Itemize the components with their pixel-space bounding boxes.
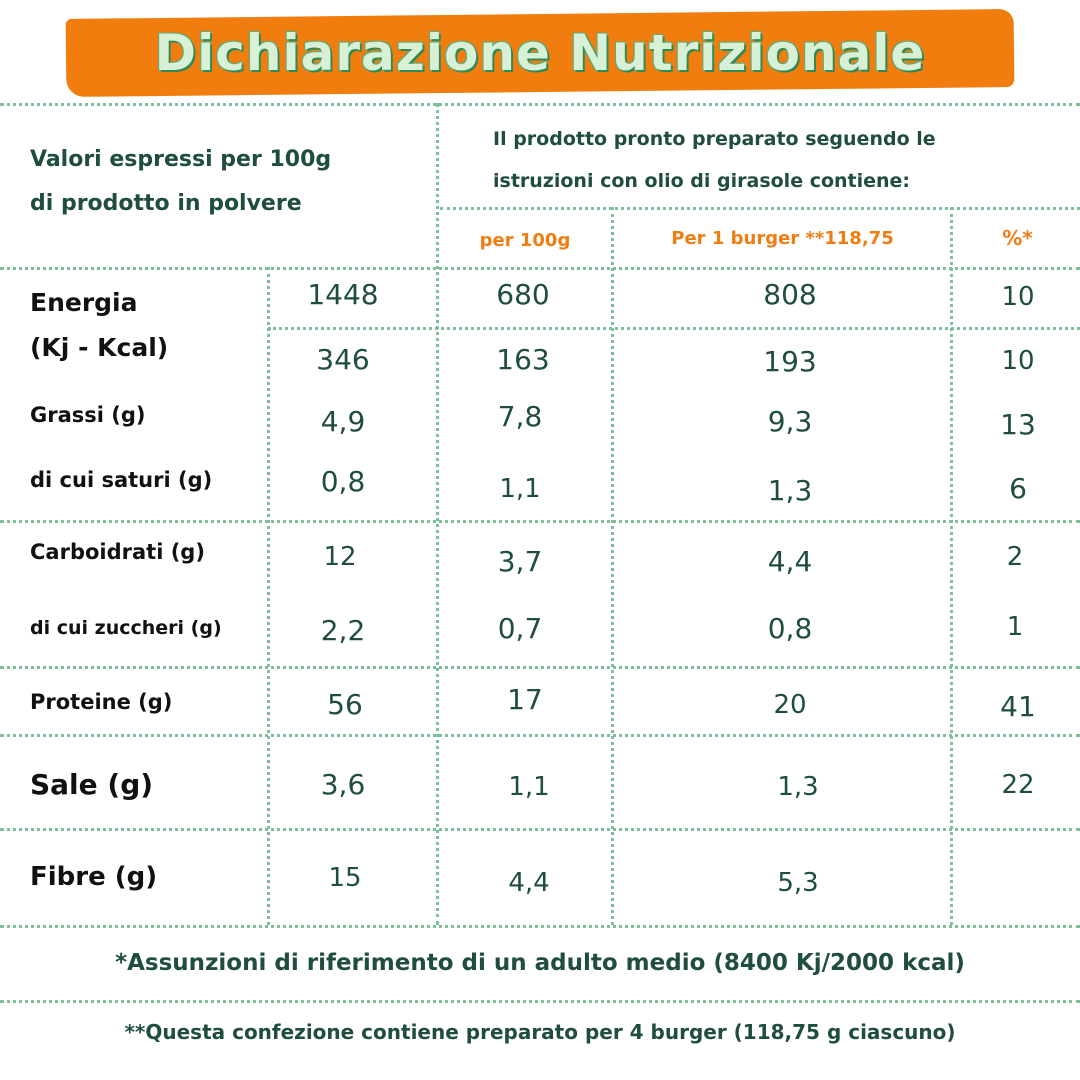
grid-col-divider [950,207,953,925]
cell-per100-energy-kcal: 163 [496,343,550,376]
grid-line-row [0,734,1080,737]
cell-burger-zuccheri: 0,8 [767,612,813,645]
cell-pct-sale: 22 [1001,770,1035,800]
cell-powder-fibre: 15 [328,863,362,893]
grid-line-subheader [440,207,1080,210]
grid-line-table-bottom [0,925,1080,928]
cell-pct-carboidrati: 2 [1006,542,1024,572]
cell-pct-energy-kj: 10 [1001,282,1035,312]
grid-line-row [0,666,1080,669]
cell-powder-zuccheri: 2,2 [320,614,366,647]
row-label-sale: Sale (g) [30,768,154,801]
grid-line-row [0,520,1080,523]
header-left-line: Valori espressi per 100g [30,147,332,172]
grid-col-divider [611,207,614,925]
cell-pct-energy-kcal: 10 [1001,346,1035,376]
row-label-fibre: Fibre (g) [30,862,158,892]
cell-per100-sale: 1,1 [508,772,550,802]
cell-powder-grassi: 4,9 [320,405,366,438]
cell-burger-proteine: 20 [773,690,807,720]
cell-per100-fibre: 4,4 [508,868,550,898]
header-right: Il prodotto pronto preparato seguendo le… [493,118,1073,202]
cell-powder-carboidrati: 12 [323,542,357,572]
grid-col-divider [436,103,439,925]
column-header-per-100g: per 100g [479,230,571,251]
cell-per100-energy-kj: 680 [496,278,550,311]
cell-powder-proteine: 56 [327,688,363,721]
column-header-percent: %* [1002,226,1033,250]
row-label-carboidrati: Carboidrati (g) [30,540,205,564]
row-label-zuccheri: di cui zuccheri (g) [30,617,222,639]
column-header-per-burger: Per 1 burger **118,75 [671,228,894,249]
row-label-saturi: di cui saturi (g) [30,468,213,492]
cell-burger-energy-kcal: 193 [763,345,817,378]
cell-per100-zuccheri: 0,7 [497,612,543,645]
cell-powder-saturi: 0,8 [320,465,366,498]
cell-powder-energy-kcal: 346 [316,343,370,376]
grid-line-energy-mid [268,327,1080,330]
cell-per100-proteine: 17 [507,683,543,716]
cell-per100-grassi: 7,8 [497,400,543,433]
cell-burger-fibre: 5,3 [777,868,819,898]
cell-per100-saturi: 1,1 [499,474,541,504]
row-label-grassi: Grassi (g) [30,403,146,427]
cell-pct-proteine: 41 [1000,690,1036,723]
cell-burger-energy-kj: 808 [763,278,817,311]
grid-line-footer [0,1000,1080,1003]
grid-line-header-bottom [0,267,1080,270]
page-title: Dichiarazione Nutrizionale [154,24,926,82]
row-label-energia: Energia [30,288,138,317]
header-right-line: istruzioni con olio di girasole contiene… [493,170,911,192]
cell-pct-zuccheri: 1 [1006,612,1024,642]
footnote-package-content: **Questa confezione contiene preparato p… [124,1020,956,1044]
cell-powder-sale: 3,6 [320,768,366,801]
footnote-reference-intake: *Assunzioni di riferimento di un adulto … [115,950,965,976]
row-label-proteine: Proteine (g) [30,690,173,714]
cell-pct-grassi: 13 [1000,408,1036,441]
header-left-line: di prodotto in polvere [30,191,302,216]
header-left: Valori espressi per 100g di prodotto in … [30,138,430,226]
grid-line-row [0,828,1080,831]
cell-per100-carboidrati: 3,7 [497,545,543,578]
grid-line-top [0,103,1080,106]
cell-burger-grassi: 9,3 [767,405,813,438]
cell-burger-saturi: 1,3 [767,474,813,507]
cell-burger-sale: 1,3 [777,772,819,802]
grid-col-divider [267,267,270,925]
cell-powder-energy-kj: 1448 [307,278,379,311]
cell-pct-saturi: 6 [1009,472,1027,505]
header-right-line: Il prodotto pronto preparato seguendo le [493,128,936,150]
row-label-kj-kcal: (Kj - Kcal) [30,333,169,362]
cell-burger-carboidrati: 4,4 [767,545,813,578]
